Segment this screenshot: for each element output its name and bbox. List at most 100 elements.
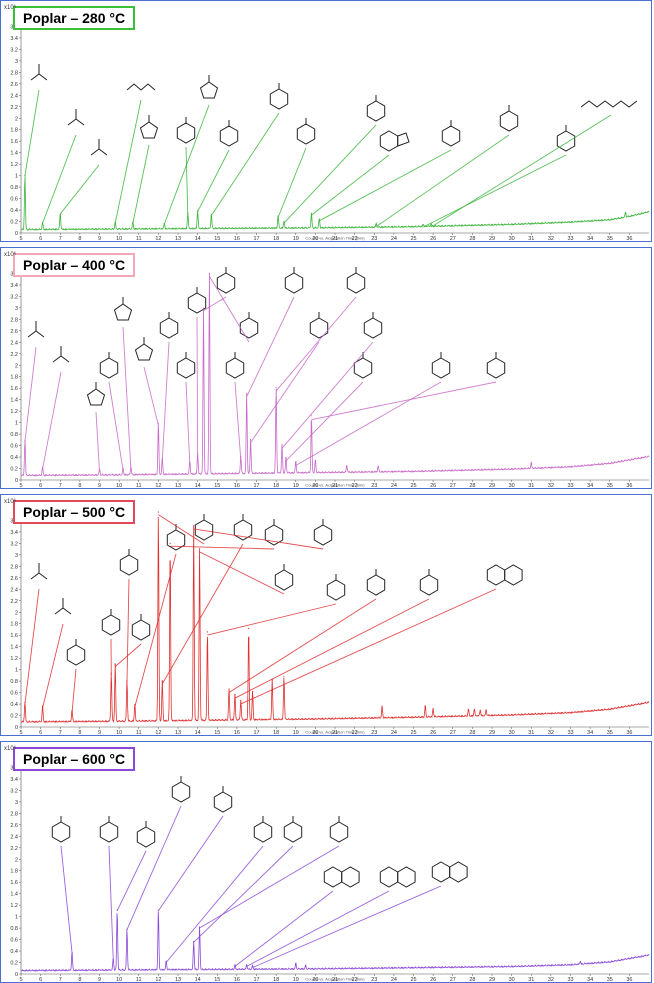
y-tick-label: 2.6 <box>10 329 18 335</box>
peak-arrow <box>277 147 307 218</box>
y-tick-label: 2 <box>15 857 18 863</box>
peak-point <box>310 212 313 215</box>
compound-structure <box>253 816 273 843</box>
y-tick-label: 2.4 <box>10 834 18 840</box>
x-tick-label: 15 <box>214 730 220 735</box>
x-axis-label: Counts vs. Acquisition Time (min) <box>305 977 365 982</box>
y-tick-label: 0 <box>15 231 18 237</box>
compound-structure <box>187 287 207 314</box>
y-tick-label: 2.2 <box>10 105 18 111</box>
compound-structure <box>225 352 245 379</box>
y-tick-label: 1.2 <box>10 656 18 662</box>
x-tick-label: 14 <box>195 977 201 982</box>
x-tick-label: 10 <box>116 730 122 735</box>
peak-point <box>281 444 283 446</box>
x-tick-label: 19 <box>293 730 299 735</box>
peak-arrow <box>134 553 177 707</box>
x-tick-label: 32 <box>548 977 554 982</box>
compound-structure <box>323 866 360 888</box>
y-tick-label: 0.6 <box>10 444 18 450</box>
x-tick-label: 35 <box>607 236 613 241</box>
y-tick-label: 1 <box>15 421 18 427</box>
y-tick-label: 1.6 <box>10 880 18 886</box>
peak-arrow <box>60 845 73 953</box>
x-tick-label: 29 <box>489 483 495 488</box>
x-tick-label: 30 <box>509 730 515 735</box>
peak-point <box>130 466 132 468</box>
x-tick-label: 13 <box>175 730 181 735</box>
peak-point <box>116 909 118 911</box>
compound-structure <box>66 639 86 666</box>
peak-arrow <box>114 643 142 667</box>
x-tick-label: 22 <box>352 730 358 735</box>
x-tick-label: 15 <box>214 236 220 241</box>
peak-point <box>375 223 377 225</box>
peak-point <box>479 709 481 712</box>
y-tick-label: 2.8 <box>10 564 18 570</box>
x-tick-label: 27 <box>450 483 456 488</box>
x-tick-label: 23 <box>371 483 377 488</box>
compound-structure <box>326 574 346 601</box>
compound-structure <box>363 312 383 339</box>
x-tick-label: 26 <box>430 483 436 488</box>
x-tick-label: 7 <box>59 730 62 735</box>
compound-structure <box>219 120 239 147</box>
x-tick-label: 35 <box>607 977 613 982</box>
x-tick-label: 17 <box>253 483 259 488</box>
compound-structure <box>176 117 196 144</box>
peak-arrow <box>319 149 452 222</box>
x-tick-label: 12 <box>155 236 161 241</box>
x-tick-label: 31 <box>528 977 534 982</box>
peak-point <box>157 422 159 424</box>
compound-structure <box>431 352 451 379</box>
x-tick-label: 8 <box>78 977 81 982</box>
compound-structure <box>269 83 289 110</box>
peak-point <box>377 466 379 468</box>
y-tick-label: 3.4 <box>10 530 18 536</box>
compound-structure <box>134 337 154 361</box>
peak-arrow <box>165 845 264 963</box>
x-tick-label: 6 <box>39 236 42 241</box>
compound-structure <box>419 569 439 596</box>
x-tick-label: 17 <box>253 236 259 241</box>
x-tick-label: 19 <box>293 977 299 982</box>
x-tick-label: 10 <box>116 483 122 488</box>
x-tick-label: 15 <box>214 483 220 488</box>
peak-point <box>71 710 73 712</box>
x-tick-label: 17 <box>253 730 259 735</box>
peak-point <box>240 699 242 701</box>
compound-structure <box>113 297 133 321</box>
peak-arrow <box>430 114 612 228</box>
compound-structure <box>86 382 106 406</box>
peak-point <box>41 705 44 707</box>
peak-point <box>314 459 316 462</box>
y-tick-label: 1.8 <box>10 128 18 134</box>
peak-point <box>126 928 128 930</box>
x-tick-label: 33 <box>567 977 573 982</box>
x-tick-label: 29 <box>489 977 495 982</box>
x-tick-label: 27 <box>450 977 456 982</box>
peak-arrow <box>375 134 510 227</box>
peak-point <box>161 680 163 682</box>
chart-title: Poplar – 600 °C <box>13 747 136 771</box>
peak-arrow <box>199 845 340 929</box>
y-tick-label: 2.8 <box>10 317 18 323</box>
compound-structure <box>131 614 151 641</box>
peak-arrow <box>24 588 40 704</box>
peak-arrow <box>108 845 114 960</box>
peak-arrow <box>228 598 377 693</box>
x-tick-label: 23 <box>371 977 377 982</box>
compound-structure <box>119 549 139 576</box>
y-tick-label: 1.4 <box>10 398 18 404</box>
peak-point <box>295 963 297 965</box>
compound-structure <box>353 352 373 379</box>
y-tick-label: 1.4 <box>10 151 18 157</box>
peak-point <box>126 679 128 682</box>
chart-title: Poplar – 500 °C <box>13 500 136 524</box>
y-tick-label: 2.6 <box>10 82 18 88</box>
y-tick-label: 1.6 <box>10 386 18 392</box>
y-tick-label: 1.6 <box>10 633 18 639</box>
chart-svg: 0 0.2 0.4 0.6 0.8 1 1.2 1.4 1.6 1.8 2 2.2 2.4 2.6 2.8 3… <box>10 756 650 982</box>
x-tick-label: 14 <box>195 730 201 735</box>
x-tick-label: 9 <box>98 730 101 735</box>
